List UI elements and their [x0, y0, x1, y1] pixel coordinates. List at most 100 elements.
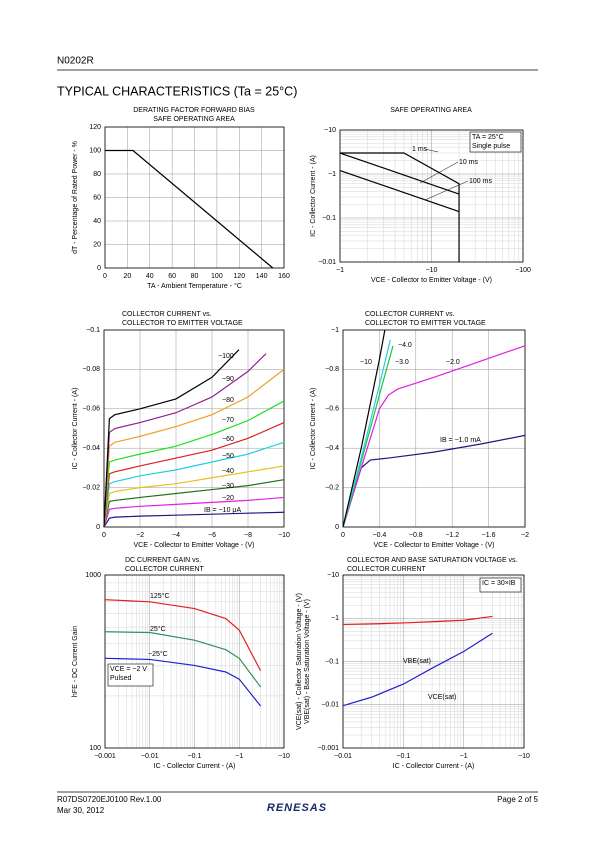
y-tick-label: 0 [97, 265, 101, 272]
series-label: VBE(sat) [403, 658, 431, 665]
series-line [103, 479, 285, 528]
y-tick-label: −0.1 [86, 327, 100, 334]
y-tick-label: −1 [328, 171, 336, 178]
y-tick-label: 80 [93, 171, 101, 178]
series-line [340, 152, 460, 262]
series-label: −20 [222, 495, 234, 502]
series-label: 25°C [150, 625, 166, 633]
y-axis-label: VCE(sat) - Collector Saturation Voltage … [296, 593, 303, 730]
plot-frame [342, 329, 526, 528]
note-text: VCE = −2 V [110, 666, 147, 673]
chart-title: COLLECTOR TO EMITTER VOLTAGE [122, 320, 243, 327]
series-label: −30 [222, 483, 234, 490]
series-line [103, 368, 285, 528]
note-box [107, 663, 154, 687]
plot-frame [342, 574, 525, 749]
x-tick-label: 80 [191, 273, 199, 280]
series-line [342, 339, 391, 528]
chart-title: COLLECTOR CURRENT [125, 566, 205, 573]
y-axis-label: IC - Collector Current - (A) [310, 388, 317, 470]
note-box [469, 131, 522, 153]
y-tick-label: −10 [327, 572, 339, 579]
x-tick-label: −1 [235, 753, 243, 760]
series-label: −100 [218, 353, 234, 360]
y-tick-label: −0.001 [317, 745, 339, 752]
y-axis-label: hFE - DC Current Gain [72, 626, 79, 697]
x-tick-label: −1.6 [482, 532, 496, 539]
series-label: 1 ms [412, 146, 428, 153]
y-tick-label: 40 [93, 218, 101, 225]
series-line [105, 149, 274, 269]
x-tick-label: −100 [515, 267, 531, 274]
note-text: IC = 30×IB [482, 580, 516, 587]
x-tick-label: −0.01 [141, 753, 159, 760]
series-line [342, 615, 493, 626]
x-tick-label: −1.2 [445, 532, 459, 539]
series-label: −25°C [148, 650, 168, 658]
x-tick-label: −10 [278, 532, 290, 539]
y-axis-label: IC - Collector Current - (A) [72, 388, 79, 470]
logo: RENESAS [267, 802, 327, 814]
x-tick-label: −8 [244, 532, 252, 539]
leader-line [419, 161, 459, 184]
x-tick-label: −0.01 [334, 753, 352, 760]
chart-title: SAFE OPERATING AREA [390, 107, 472, 114]
x-tick-label: 20 [123, 273, 131, 280]
y-tick-label: −1 [331, 327, 339, 334]
x-tick-label: 60 [168, 273, 176, 280]
y-tick-label: 1000 [85, 572, 101, 579]
series-line [104, 631, 262, 688]
x-axis-label: VCE - Collector to Emitter Voltage - (V) [134, 542, 255, 549]
x-tick-label: −6 [208, 532, 216, 539]
x-axis-label: IC - Collector Current - (A) [154, 763, 236, 770]
note-text: Pulsed [110, 675, 132, 682]
x-tick-label: −4 [172, 532, 180, 539]
y-tick-label: 0 [335, 524, 339, 531]
series-label: VCE(sat) [428, 694, 456, 701]
x-tick-label: −10 [426, 267, 438, 274]
y-tick-label: −0.6 [325, 406, 339, 413]
chart-title: COLLECTOR AND BASE SATURATION VOLTAGE vs… [347, 557, 518, 564]
series-line [342, 632, 493, 707]
y-tick-label: 0 [96, 524, 100, 531]
note-text: TA = 25°C [472, 133, 504, 141]
x-tick-label: −1 [336, 267, 344, 274]
y-axis-label: dT - Percentage of Rated Power - % [72, 141, 79, 254]
y-tick-label: −0.06 [82, 406, 100, 413]
x-axis-label: VCE - Collector to Emitter Voltage - (V) [371, 277, 492, 284]
series-line [103, 511, 285, 528]
series-line [342, 329, 386, 528]
y-tick-label: 100 [89, 745, 101, 752]
series-line [339, 152, 460, 195]
series-line [103, 353, 267, 528]
series-label: −3.0 [395, 359, 409, 366]
chart-title: COLLECTOR TO EMITTER VOLTAGE [365, 320, 486, 327]
series-label: −40 [222, 468, 234, 475]
y-tick-label: −0.1 [325, 658, 339, 665]
y-tick-label: −0.01 [321, 702, 339, 709]
y-tick-label: −0.4 [325, 445, 339, 452]
y-axis-label: IC - Collector Current - (A) [310, 155, 317, 237]
y-tick-label: 20 [93, 241, 101, 248]
series-label: −50 [222, 453, 234, 460]
y-tick-label: −0.08 [82, 366, 100, 373]
note-text: Single pulse [472, 143, 510, 150]
y-tick-label: 100 [89, 147, 101, 154]
series-label: −60 [222, 436, 234, 443]
chart-title: COLLECTOR CURRENT vs. [365, 311, 455, 318]
x-tick-label: 120 [233, 273, 245, 280]
x-tick-label: −0.001 [94, 753, 116, 760]
y-tick-label: −0.8 [325, 366, 339, 373]
series-label: −4.0 [398, 342, 412, 349]
leader-line [424, 180, 469, 201]
y-tick-label: −0.1 [322, 215, 336, 222]
section-title: TYPICAL CHARACTERISTICS (Ta = 25°C) [57, 84, 297, 98]
y-tick-label: −1 [331, 615, 339, 622]
x-tick-label: 160 [278, 273, 290, 280]
x-tick-label: −0.4 [372, 532, 386, 539]
series-line [103, 496, 285, 528]
plot-frame [339, 129, 524, 263]
series-label: −90 [222, 376, 234, 383]
series-label: −10 [360, 359, 372, 366]
